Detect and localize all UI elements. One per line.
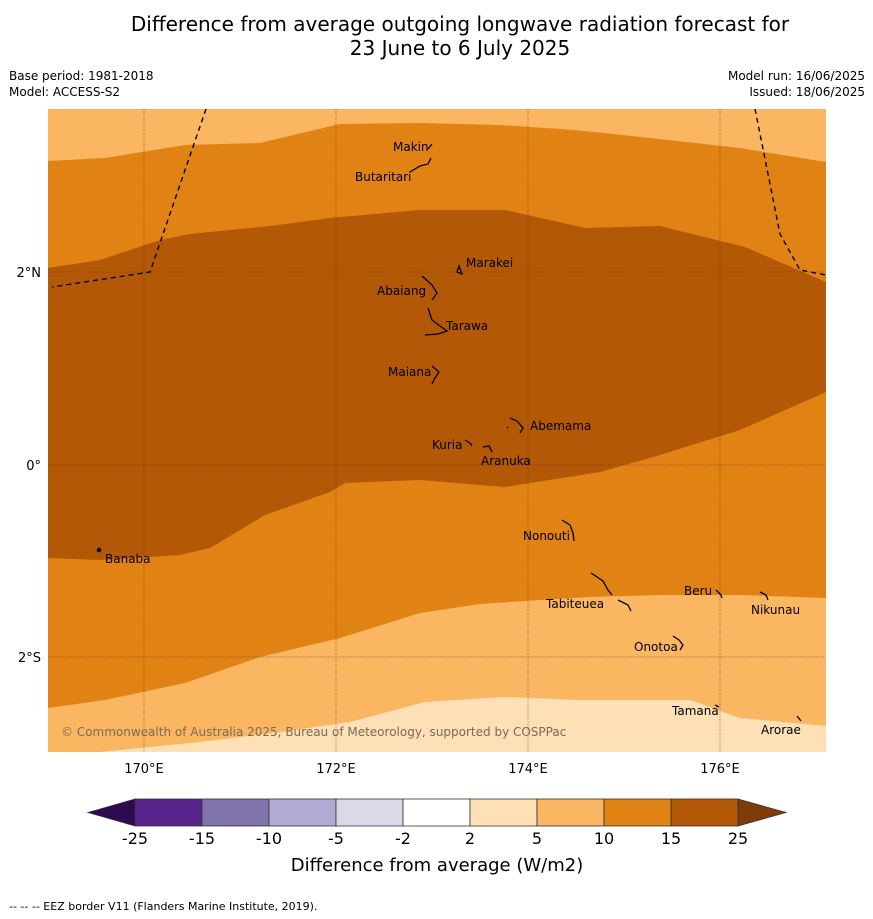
lon-label-170e: 170°E — [124, 762, 164, 777]
place-label-onotoa: Onotoa — [634, 640, 678, 654]
colorbar-segment — [469, 798, 538, 827]
map-title: Difference from average outgoing longwav… — [0, 12, 873, 60]
place-label-kuria: Kuria — [432, 438, 463, 452]
map-area: Makin Butaritari Marakei Abaiang Tarawa … — [48, 109, 826, 752]
meta-left: Base period: 1981-2018 Model: ACCESS-S2 — [9, 68, 154, 100]
colorbar-tick-label: 25 — [728, 829, 748, 848]
lon-label-174e: 174°E — [508, 762, 548, 777]
lat-label-2s: 2°S — [18, 651, 41, 666]
copyright-text: © Commonwealth of Australia 2025, Bureau… — [61, 725, 566, 739]
islands — [96, 143, 802, 722]
colorbar-tick-label: 15 — [661, 829, 681, 848]
colorbar-tick-label: -10 — [256, 829, 282, 848]
colorbar-tick-label: -5 — [328, 829, 344, 848]
place-label-nikunau: Nikunau — [751, 603, 800, 617]
place-label-banaba: Banaba — [105, 552, 151, 566]
eez-border — [51, 109, 826, 288]
colorbar-segment — [402, 798, 471, 827]
base-period: Base period: 1981-2018 — [9, 69, 154, 83]
place-label-beru: Beru — [684, 584, 712, 598]
place-label-abemama: Abemama — [530, 419, 591, 433]
place-label-abaiang: Abaiang — [377, 284, 426, 298]
place-label-tarawa: Tarawa — [445, 319, 488, 333]
colorbar-tick-label: 5 — [532, 829, 542, 848]
model-name: Model: ACCESS-S2 — [9, 85, 121, 99]
place-label-tabiteuea: Tabiteuea — [545, 597, 604, 611]
colorbar-segment — [201, 798, 270, 827]
lon-label-172e: 172°E — [316, 762, 356, 777]
colorbar-segment — [134, 798, 203, 827]
eez-legend-footer: -- -- -- EEZ border V11 (Flanders Marine… — [9, 900, 318, 913]
place-label-butaritari: Butaritari — [355, 170, 412, 184]
place-label-aranuka: Aranuka — [481, 454, 531, 468]
lon-label-176e: 176°E — [700, 762, 740, 777]
graticule — [48, 109, 826, 752]
meta-right: Model run: 16/06/2025 Issued: 18/06/2025 — [728, 68, 865, 100]
title-line-2: 23 June to 6 July 2025 — [349, 36, 571, 60]
colorbar-segment — [536, 798, 605, 827]
colorbar: -25 -15 -10 -5 -2 2 5 10 15 25 — [86, 798, 788, 848]
colorbar-segment — [603, 798, 672, 827]
place-label-tamana: Tamana — [671, 704, 719, 718]
colorbar-tick-label: 10 — [594, 829, 614, 848]
place-label-nonouti: Nonouti — [523, 529, 570, 543]
colorbar-segment — [335, 798, 404, 827]
colorbar-extend-low — [86, 798, 136, 827]
place-label-maiana: Maiana — [388, 365, 431, 379]
colorbar-title: Difference from average (W/m2) — [291, 855, 583, 876]
lat-axis-labels: 2°N 0° 2°S — [17, 266, 42, 666]
place-label-arorae: Arorae — [761, 723, 801, 737]
colorbar-segment — [670, 798, 739, 827]
lat-label-2n: 2°N — [17, 266, 42, 281]
colorbar-tick-label: 2 — [465, 829, 475, 848]
lon-axis-labels: 170°E 172°E 174°E 176°E — [124, 762, 740, 777]
colorbar-tick-label: -25 — [122, 829, 148, 848]
colorbar-extend-high — [737, 798, 788, 827]
lat-label-0: 0° — [26, 459, 41, 474]
colorbar-tick-label: -15 — [189, 829, 215, 848]
band-2-5 — [48, 697, 826, 752]
colorbar-tick-label: -2 — [395, 829, 411, 848]
place-label-makin: Makin — [393, 140, 429, 154]
place-label-marakei: Marakei — [466, 256, 513, 270]
colorbar-segment — [268, 798, 337, 827]
place-labels: Makin Butaritari Marakei Abaiang Tarawa … — [105, 140, 801, 737]
band-15-25 — [48, 210, 826, 560]
title-line-1: Difference from average outgoing longwav… — [130, 12, 790, 36]
model-run: Model run: 16/06/2025 — [727, 69, 865, 83]
issued-date: Issued: 18/06/2025 — [749, 85, 865, 99]
